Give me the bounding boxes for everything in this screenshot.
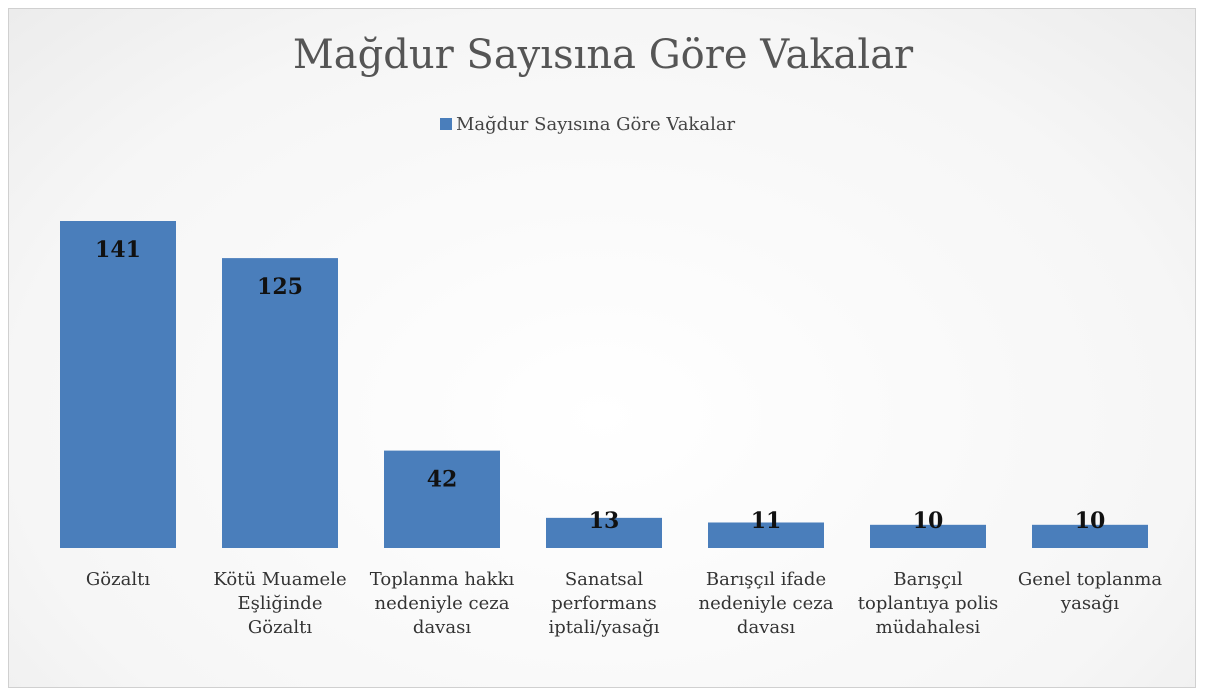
- legend-swatch: [440, 118, 452, 130]
- data-label: 13: [589, 508, 620, 534]
- x-tick-label: Gözaltı: [85, 569, 151, 590]
- bar: [708, 522, 824, 548]
- bar: [1032, 524, 1148, 548]
- x-tick-label: Barışçıl ifade nedeniyle ceza davası: [698, 569, 834, 638]
- bar: [384, 450, 500, 548]
- x-tick-label: Kötü Muamele Eşliğinde Gözaltı: [213, 569, 347, 638]
- bar: [60, 221, 176, 548]
- data-label: 11: [751, 508, 782, 534]
- data-label: 10: [913, 508, 944, 534]
- x-tick-label: Genel toplanma yasağı: [1017, 569, 1163, 614]
- data-label: 42: [427, 467, 458, 493]
- bar: [546, 517, 662, 548]
- x-tick-label: Barışçıl toplantıya polis müdahalesi: [857, 569, 999, 638]
- chart-area: [8, 8, 1196, 688]
- x-tick-label: Sanatsal performans iptali/yasağı: [548, 569, 660, 638]
- data-label: 10: [1075, 508, 1106, 534]
- bar: [870, 524, 986, 548]
- chart-title: Mağdur Sayısına Göre Vakalar: [293, 32, 914, 78]
- legend-label: Mağdur Sayısına Göre Vakalar: [456, 114, 736, 135]
- data-label: 141: [95, 237, 141, 263]
- data-label: 125: [257, 274, 303, 300]
- x-tick-label: Toplanma hakkı nedeniyle ceza davası: [369, 569, 515, 638]
- bar: [222, 258, 338, 548]
